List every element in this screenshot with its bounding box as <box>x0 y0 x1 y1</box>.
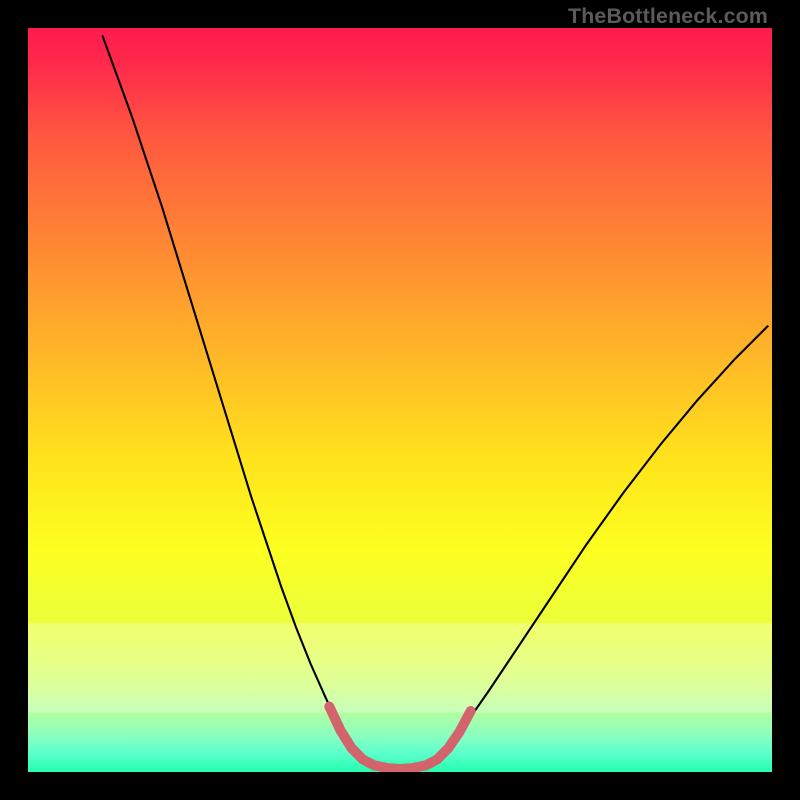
bottleneck-curve-chart <box>28 28 772 772</box>
watermark-label: TheBottleneck.com <box>568 4 768 29</box>
pale-horizontal-band <box>28 623 772 712</box>
chart-plot-area <box>28 28 772 772</box>
